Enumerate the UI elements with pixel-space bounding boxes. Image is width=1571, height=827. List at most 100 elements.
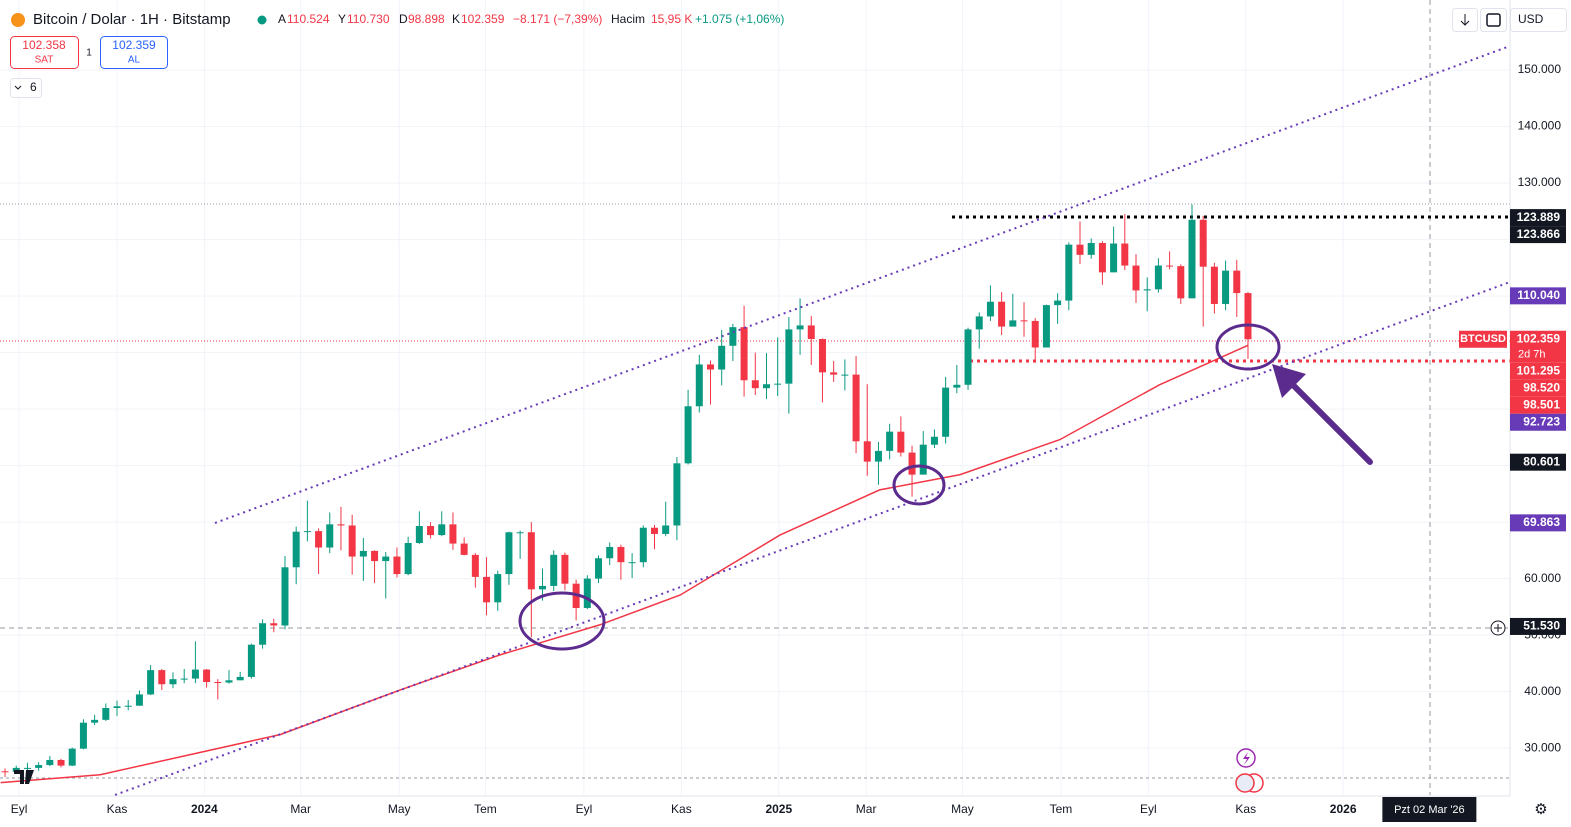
buy-button[interactable] — [100, 36, 168, 69]
y-tick-label: 30.000 — [1524, 740, 1561, 754]
candle-body — [382, 556, 390, 562]
ohlc-label: K — [452, 12, 460, 26]
x-tick-label: 2026 — [1330, 802, 1357, 816]
price-tag-label: 102.359 — [1517, 331, 1561, 345]
candle-body — [57, 759, 65, 766]
candle-body — [617, 546, 625, 563]
candle-body — [203, 669, 211, 682]
candle-body — [841, 374, 849, 376]
candle-body — [886, 431, 894, 451]
symbol-tag — [1459, 330, 1507, 348]
grid — [0, 0, 1510, 795]
candle-body — [595, 558, 603, 579]
price-tag — [1510, 617, 1566, 635]
x-tick-label: 2025 — [765, 802, 792, 816]
status-dot — [257, 15, 267, 25]
candle-body — [695, 364, 703, 407]
ohlc-label: D — [399, 12, 408, 26]
candle-body — [135, 694, 143, 706]
candle-body — [1177, 266, 1185, 299]
candle-body — [415, 526, 423, 543]
candle-body — [986, 301, 994, 317]
price-tag — [1510, 396, 1566, 414]
candle-body — [1087, 242, 1095, 255]
x-tick-label: Kas — [671, 802, 692, 816]
down-icon — [1460, 14, 1470, 26]
candle-body — [863, 441, 871, 462]
candle-body — [68, 748, 76, 766]
candle-body — [348, 525, 356, 557]
x-tick-label: Mar — [290, 802, 311, 816]
candle-body — [1143, 289, 1151, 291]
sell-button[interactable] — [10, 36, 79, 69]
volume-label: Hacim — [611, 12, 645, 26]
x-tick-label: Kas — [107, 802, 128, 816]
candle-body — [315, 531, 323, 548]
candle-body — [225, 680, 233, 683]
candle-body — [740, 327, 748, 381]
candle-body — [919, 444, 927, 475]
candle-body — [247, 644, 255, 677]
candle-body — [12, 767, 20, 772]
fullscreen-button[interactable] — [1480, 8, 1507, 32]
candle-body — [908, 452, 916, 475]
candle-body — [785, 329, 793, 384]
candle-body — [359, 550, 367, 557]
buy-label: AL — [128, 55, 141, 66]
candle-body — [303, 531, 311, 533]
candle-body — [427, 526, 435, 536]
y-tick-label: 40.000 — [1524, 684, 1561, 698]
ohlc-value: 110.730 — [347, 12, 390, 26]
candle-body — [830, 372, 838, 375]
crosshair-label-bg — [1382, 797, 1477, 822]
candle-body — [639, 527, 647, 563]
lightning — [1243, 752, 1250, 765]
candle-body — [673, 463, 681, 526]
highlight-ellipse — [518, 591, 606, 651]
candle-body — [270, 623, 278, 626]
price-tag-label: 101.295 — [1517, 363, 1561, 377]
candle-body — [292, 531, 300, 568]
x-axis: Eyl Kas 2024 Mar May Tem Eyl Kas 2025 Mar May Tem Ey… — [11, 797, 1477, 822]
candle-body — [964, 329, 972, 385]
y-tick-label: 150.000 — [1518, 62, 1562, 76]
candle-body — [102, 707, 110, 720]
price-tag-label: 123.866 — [1517, 227, 1561, 241]
candle-body — [651, 527, 659, 534]
candle-body — [281, 567, 289, 626]
currency-button[interactable] — [1510, 8, 1567, 32]
candle-body — [1132, 265, 1140, 291]
candle-body — [438, 524, 446, 536]
y-tick-label: 140.000 — [1518, 119, 1562, 133]
candle-body — [1020, 320, 1028, 322]
candle-body — [762, 384, 770, 389]
price-tag — [1510, 413, 1566, 431]
candle-body — [953, 384, 961, 388]
ohlc-label: A — [278, 12, 286, 26]
crosshair-label: Pzt 02 Mar '26 — [1394, 804, 1465, 816]
highlight-ellipse — [1215, 323, 1281, 371]
candle-body — [874, 450, 882, 462]
candle-body — [1031, 320, 1039, 348]
price-tag — [1510, 330, 1566, 363]
candle-body — [706, 364, 714, 370]
settings-icon[interactable]: ⚙ — [1534, 801, 1547, 818]
price-tag — [1510, 209, 1566, 227]
price-tags: 123.889 123.866 110.040 102.359 2d 7h BTCUSD 1… — [1459, 209, 1566, 635]
candle-body — [807, 325, 815, 340]
candle-body — [583, 578, 591, 608]
y-tick-label: 130.000 — [1518, 175, 1562, 189]
plus-icon — [1494, 624, 1502, 632]
candle-body — [326, 524, 334, 548]
candle-body — [897, 431, 905, 453]
volume: 15,95 K — [651, 12, 692, 26]
indicators-toggle[interactable] — [10, 78, 42, 98]
channel-lower — [114, 281, 1511, 796]
event-icon[interactable] — [1235, 773, 1255, 793]
candle-body — [852, 374, 860, 442]
price-tag — [1510, 287, 1566, 305]
candle-body — [561, 554, 569, 584]
price-tag — [1510, 379, 1566, 397]
currency: USD — [1518, 12, 1544, 26]
